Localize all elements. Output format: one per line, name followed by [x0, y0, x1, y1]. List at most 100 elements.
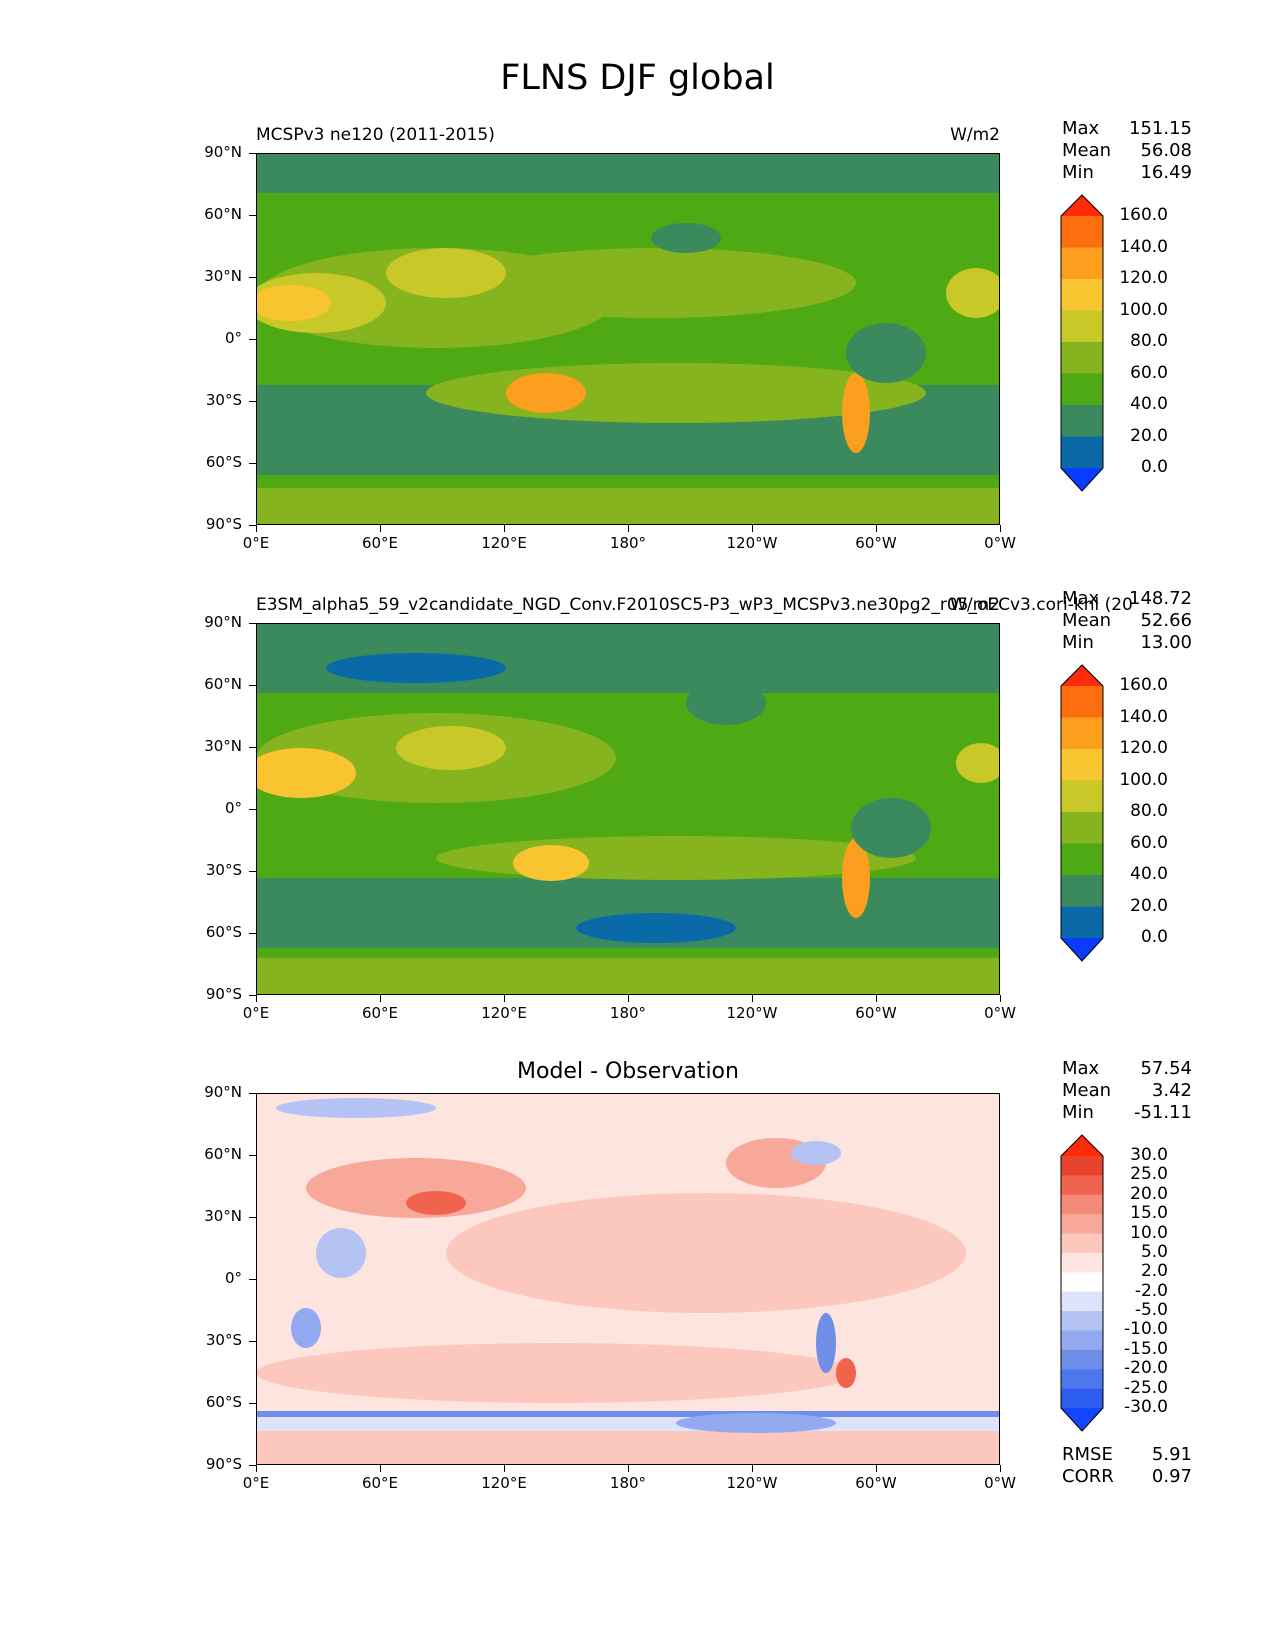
stat-max-label: Max: [1062, 118, 1100, 139]
band-antarctic: [256, 1431, 1000, 1465]
stat-max: 57.54: [1140, 1058, 1192, 1079]
region-patagonia: [836, 1358, 856, 1388]
colorbar-label: -10.0: [1124, 1319, 1168, 1340]
panel-difference: Model - Observation: [0, 1059, 1275, 1513]
panel-test: MCSPv3 ne120 (2011-2015) W/m2: [0, 125, 1275, 573]
y-tick-label: 90°N: [204, 1083, 242, 1101]
y-tick-mark: [249, 871, 256, 872]
y-tick-mark: [249, 215, 256, 216]
x-tick-mark: [752, 525, 753, 532]
colorbar-segment: [1061, 436, 1103, 469]
colorbar-segment: [1061, 812, 1103, 845]
stat-min: 13.00: [1140, 632, 1192, 653]
x-tick-label: 60°E: [361, 534, 399, 552]
x-tick-mark: [876, 995, 877, 1002]
x-tick-mark: [256, 1465, 257, 1472]
colorbar-extend-max: [1061, 195, 1103, 216]
region-andes: [842, 838, 870, 918]
region-east-africa: [316, 1228, 366, 1278]
colorbar-label: 20.0: [1130, 425, 1168, 446]
region-canada-blue: [791, 1141, 841, 1165]
colorbar-segment: [1061, 405, 1103, 438]
y-tick-mark: [249, 401, 256, 402]
colorbar-outline: [1060, 1134, 1104, 1432]
colorbar-label: -30.0: [1124, 1397, 1168, 1417]
colorbar-segment: [1061, 1291, 1103, 1312]
colorbar-extend-min: [1061, 468, 1103, 491]
colorbar-label: 80.0: [1130, 801, 1168, 821]
colorbar: [1060, 664, 1104, 962]
colorbar-segment: [1061, 686, 1103, 719]
x-tick-mark: [256, 525, 257, 532]
y-tick-mark: [249, 277, 256, 278]
y-tick-label: 60°S: [205, 1393, 242, 1411]
x-tick-mark: [1000, 995, 1001, 1002]
x-tick-label: 0°W: [984, 1474, 1016, 1492]
y-tick-mark: [249, 1093, 256, 1094]
rmse-label: RMSE: [1062, 1444, 1113, 1465]
region-australia: [513, 845, 589, 881]
y-tick-label: 90°S: [205, 985, 242, 1003]
colorbar-segment: [1061, 1330, 1103, 1351]
stat-min: 16.49: [1140, 162, 1192, 183]
colorbar-segment: [1061, 1156, 1103, 1176]
stat-mean-label: Mean: [1062, 610, 1112, 631]
x-tick-label: 60°E: [361, 1004, 399, 1022]
x-tick-mark: [752, 1465, 753, 1472]
region-australia: [506, 373, 586, 413]
colorbar-label: 80.0: [1130, 331, 1168, 351]
stat-min: -51.11: [1133, 1102, 1192, 1123]
colorbar-outline: [1060, 194, 1104, 492]
y-tick-mark: [249, 153, 256, 154]
x-tick-label: 60°W: [855, 1004, 897, 1022]
x-tick-label: 0°W: [984, 1004, 1016, 1022]
colorbar-segment: [1061, 342, 1103, 375]
x-tick-mark: [628, 1465, 629, 1472]
region-pacific: [446, 1193, 966, 1313]
band-antarctic: [256, 958, 1000, 995]
figure-title: FLNS DJF global: [500, 58, 775, 98]
x-tick-label: 0°W: [984, 534, 1016, 552]
x-tick-mark: [876, 525, 877, 532]
y-tick-mark: [249, 1279, 256, 1280]
stats-reference: Max 148.72 Mean 52.66 Min 13.00: [1062, 588, 1192, 654]
band-antarctic: [256, 488, 1000, 525]
y-tick-label: 90°N: [204, 143, 242, 161]
colorbar-outline: [1060, 664, 1104, 962]
stat-mean: 52.66: [1140, 610, 1192, 631]
x-tick-label: 120°E: [481, 1474, 527, 1492]
x-tick-mark: [380, 525, 381, 532]
y-tick-mark: [249, 995, 256, 996]
region-sahara-hot: [256, 285, 331, 321]
x-tick-label: 60°E: [361, 1474, 399, 1492]
colorbar-segment: [1061, 1214, 1103, 1235]
x-tick-mark: [628, 525, 629, 532]
colorbar-segment: [1061, 1272, 1103, 1293]
colorbar-segment: [1061, 247, 1103, 280]
x-tick-mark: [628, 995, 629, 1002]
y-tick-label: 90°S: [205, 1455, 242, 1473]
colorbar-label: -25.0: [1124, 1377, 1168, 1398]
colorbar-segment: [1061, 373, 1103, 406]
x-tick-mark: [256, 995, 257, 1002]
y-tick-mark: [249, 1403, 256, 1404]
map-test: [256, 153, 1000, 525]
region-sahara: [256, 748, 356, 798]
y-tick-label: 60°S: [205, 453, 242, 471]
colorbar-extend-max: [1061, 1135, 1103, 1156]
panel-left-title: MCSPv3 ne120 (2011-2015): [256, 125, 495, 145]
x-tick-label: 0°E: [242, 534, 270, 552]
panel-units: W/m2: [950, 595, 1000, 615]
band-arctic: [256, 153, 1000, 193]
colorbar-segment: [1061, 843, 1103, 876]
colorbar-segment: [1061, 1311, 1103, 1332]
map-svg: [256, 1093, 1000, 1465]
colorbar-label: 160.0: [1119, 675, 1168, 695]
y-tick-mark: [249, 685, 256, 686]
colorbar-label: 140.0: [1119, 236, 1168, 257]
colorbar: [1060, 1134, 1104, 1432]
region-pacific-n: [456, 248, 856, 318]
colorbar-label: 60.0: [1130, 362, 1168, 383]
colorbar-label: -5.0: [1134, 1300, 1168, 1321]
colorbar-segment: [1061, 1388, 1103, 1409]
